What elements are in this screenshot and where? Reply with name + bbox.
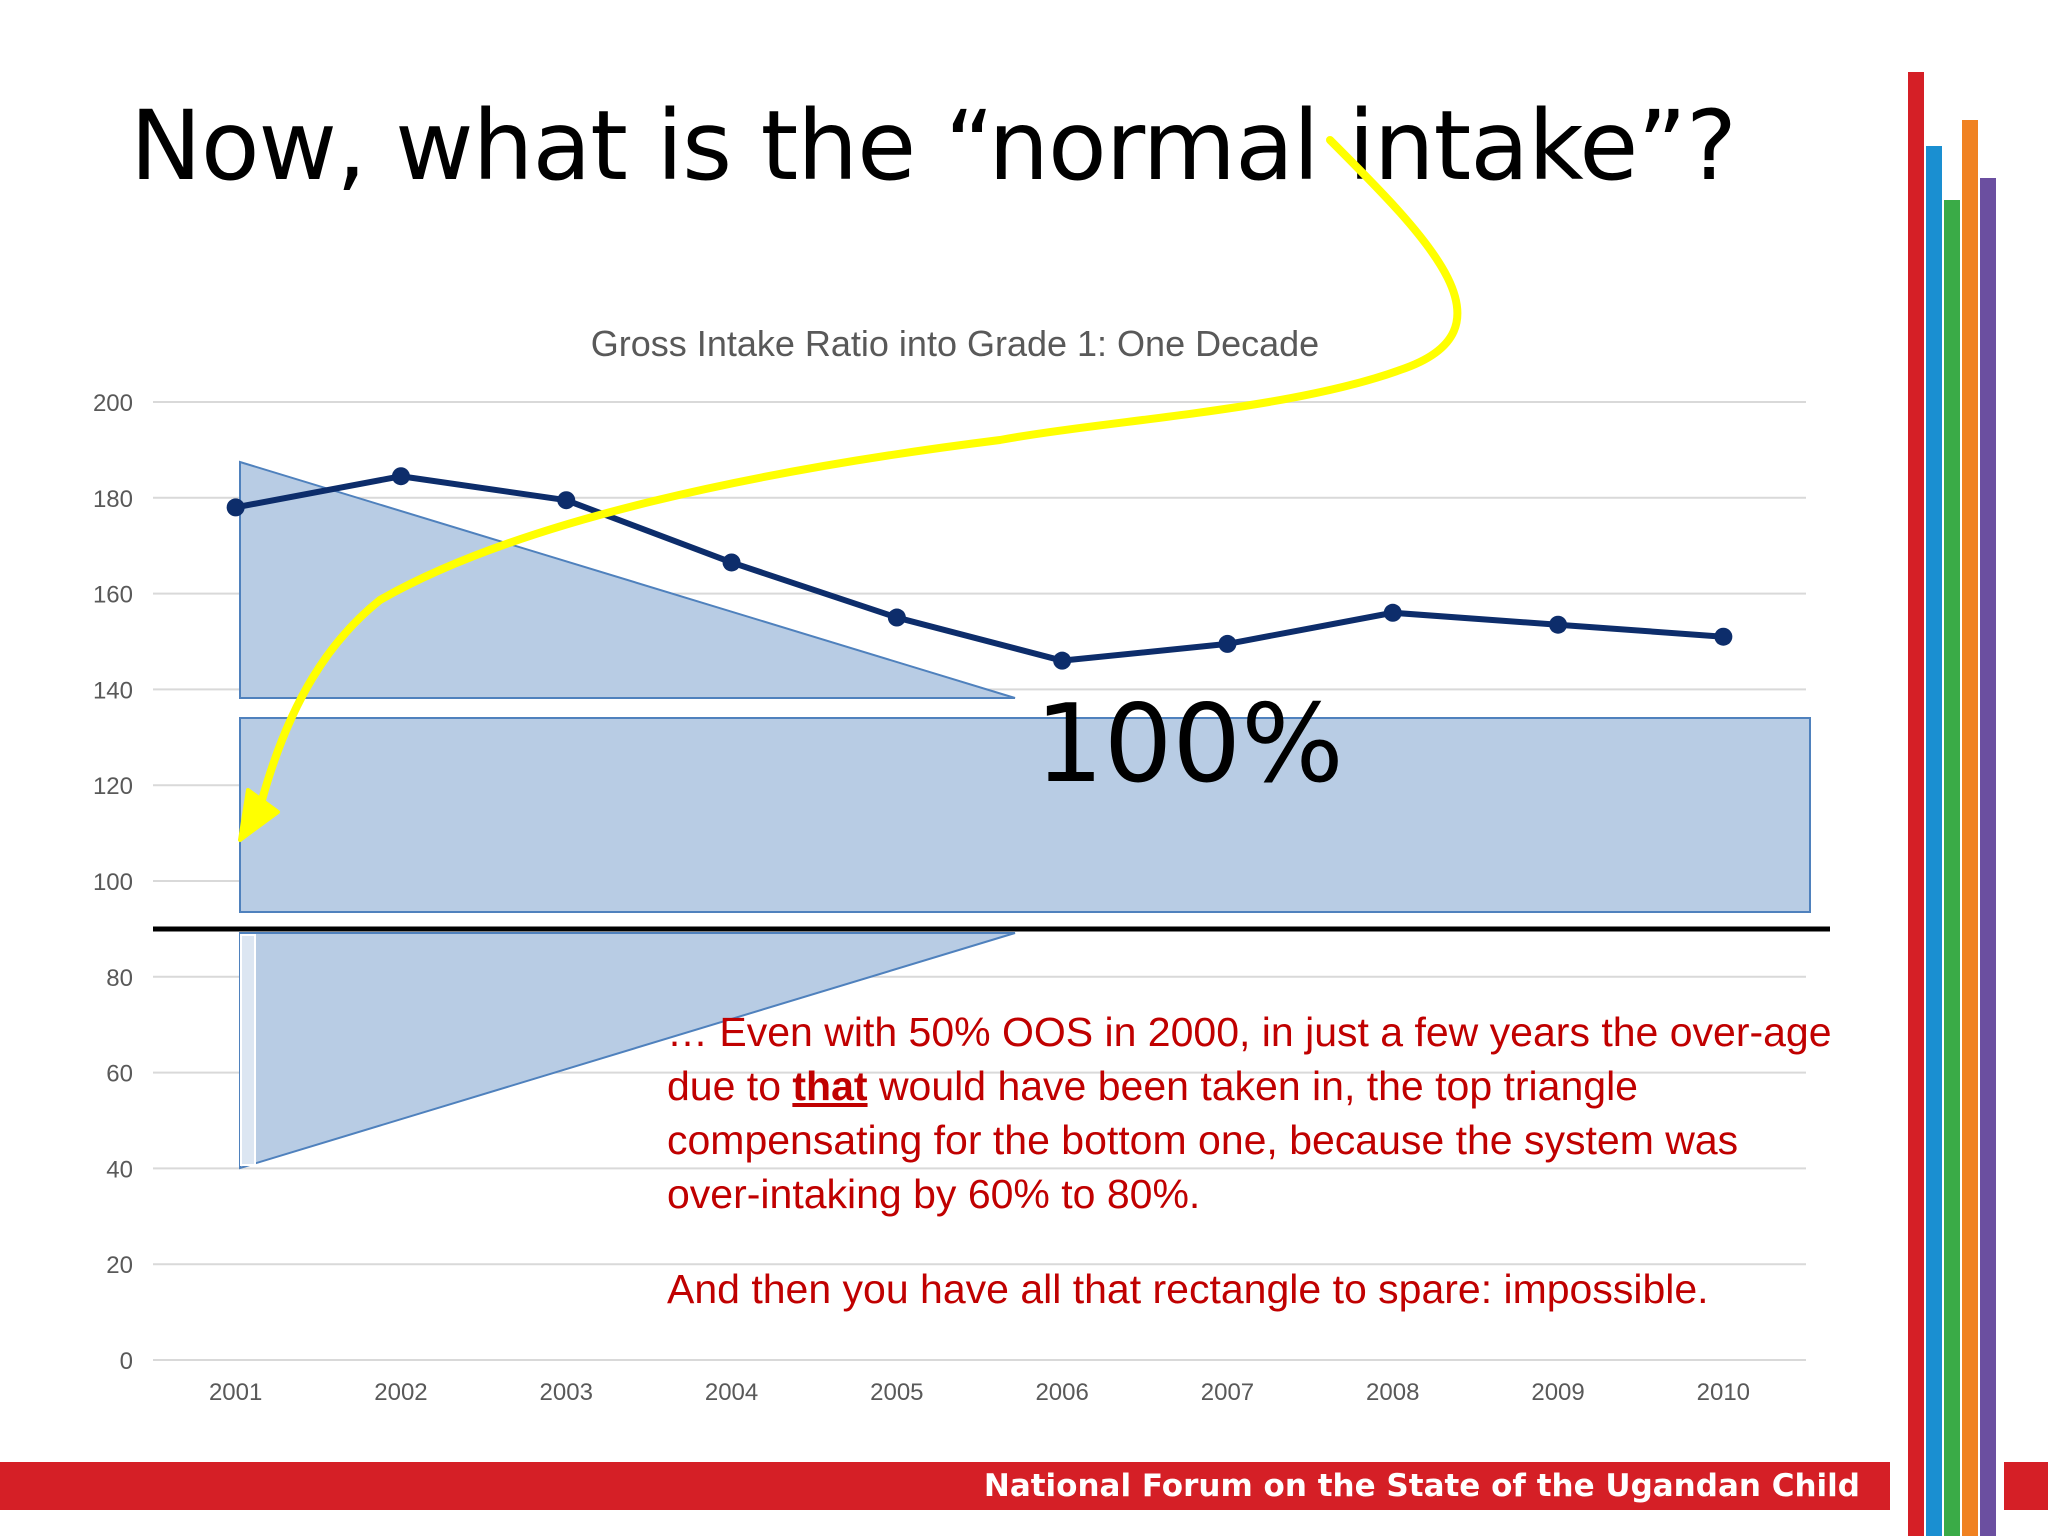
x-axis-ticks: 2001 2002 2003 2004 2005 2006 2007 2008 2009 2010 <box>209 1379 1750 1406</box>
series-polyline <box>235 473 1724 664</box>
data-point <box>722 553 741 572</box>
arrowhead-icon <box>238 788 280 842</box>
x-tick-label: 2003 <box>540 1379 593 1406</box>
data-point <box>391 467 410 486</box>
hundred-percent-label: 100% <box>1035 682 1344 807</box>
slide-title: Now, what is the “normal intake”? <box>130 90 1737 202</box>
x-tick-label: 2005 <box>870 1379 923 1406</box>
note-paragraph: … Even with 50% OOS in 2000, in just a f… <box>667 1005 1837 1221</box>
y-tick-label: 200 <box>93 390 133 417</box>
y-tick-label: 40 <box>106 1156 133 1183</box>
y-tick-label: 100 <box>93 869 133 896</box>
accent-bar-purple <box>1980 178 1996 1536</box>
footer-text: National Forum on the State of the Ugand… <box>983 1468 1860 1504</box>
top-triangle-shape <box>239 460 1016 699</box>
conclusion-note: And then you have all that rectangle to … <box>667 1266 1709 1312</box>
y-tick-label: 20 <box>106 1252 133 1279</box>
accent-bar-blue <box>1926 146 1942 1536</box>
footer-band <box>0 1462 1890 1510</box>
x-tick-label: 2007 <box>1201 1379 1254 1406</box>
data-point <box>1714 627 1733 646</box>
hundred-percent-rectangle <box>239 717 1811 913</box>
x-tick-label: 2002 <box>374 1379 427 1406</box>
arrow-curve <box>258 136 1462 804</box>
data-point <box>1383 603 1402 622</box>
data-point <box>1218 634 1237 653</box>
y-tick-label: 120 <box>93 773 133 800</box>
accent-bar-green <box>1944 200 1960 1536</box>
y-tick-label: 140 <box>93 677 133 704</box>
x-tick-label: 2008 <box>1366 1379 1419 1406</box>
chart-title: Gross Intake Ratio into Grade 1: One Dec… <box>591 323 1319 364</box>
x-tick-label: 2006 <box>1035 1379 1088 1406</box>
x-tick-label: 2010 <box>1697 1379 1750 1406</box>
y-tick-label: 160 <box>93 582 133 609</box>
x-tick-label: 2009 <box>1531 1379 1584 1406</box>
data-point <box>226 498 245 517</box>
y-tick-label: 0 <box>120 1348 133 1375</box>
data-point <box>887 608 906 627</box>
y-tick-label: 60 <box>106 1061 133 1088</box>
y-axis-ticks: 0 20 40 60 80 100 120 140 160 180 200 <box>93 390 133 1375</box>
series-line <box>226 467 1733 670</box>
explanation-note: … Even with 50% OOS in 2000, in just a f… <box>667 1005 1837 1221</box>
bottom-triangle-edge-highlight <box>240 934 256 1166</box>
y-tick-label: 80 <box>106 965 133 992</box>
data-point <box>1053 651 1072 670</box>
accent-bar-orange <box>1962 120 1978 1536</box>
footer-band-end <box>2004 1462 2048 1510</box>
x-tick-label: 2004 <box>705 1379 758 1406</box>
x-tick-label: 2001 <box>209 1379 262 1406</box>
note-emphasis: that <box>792 1063 868 1109</box>
data-point <box>557 491 576 510</box>
note-text-before: … Even with 50% OOS in 2000, in just a f… <box>667 1009 1832 1109</box>
note-text-after: would have been taken in, the top triang… <box>667 1063 1739 1217</box>
data-point <box>1549 615 1568 634</box>
accent-bar-red <box>1908 72 1924 1536</box>
y-tick-label: 180 <box>93 486 133 513</box>
